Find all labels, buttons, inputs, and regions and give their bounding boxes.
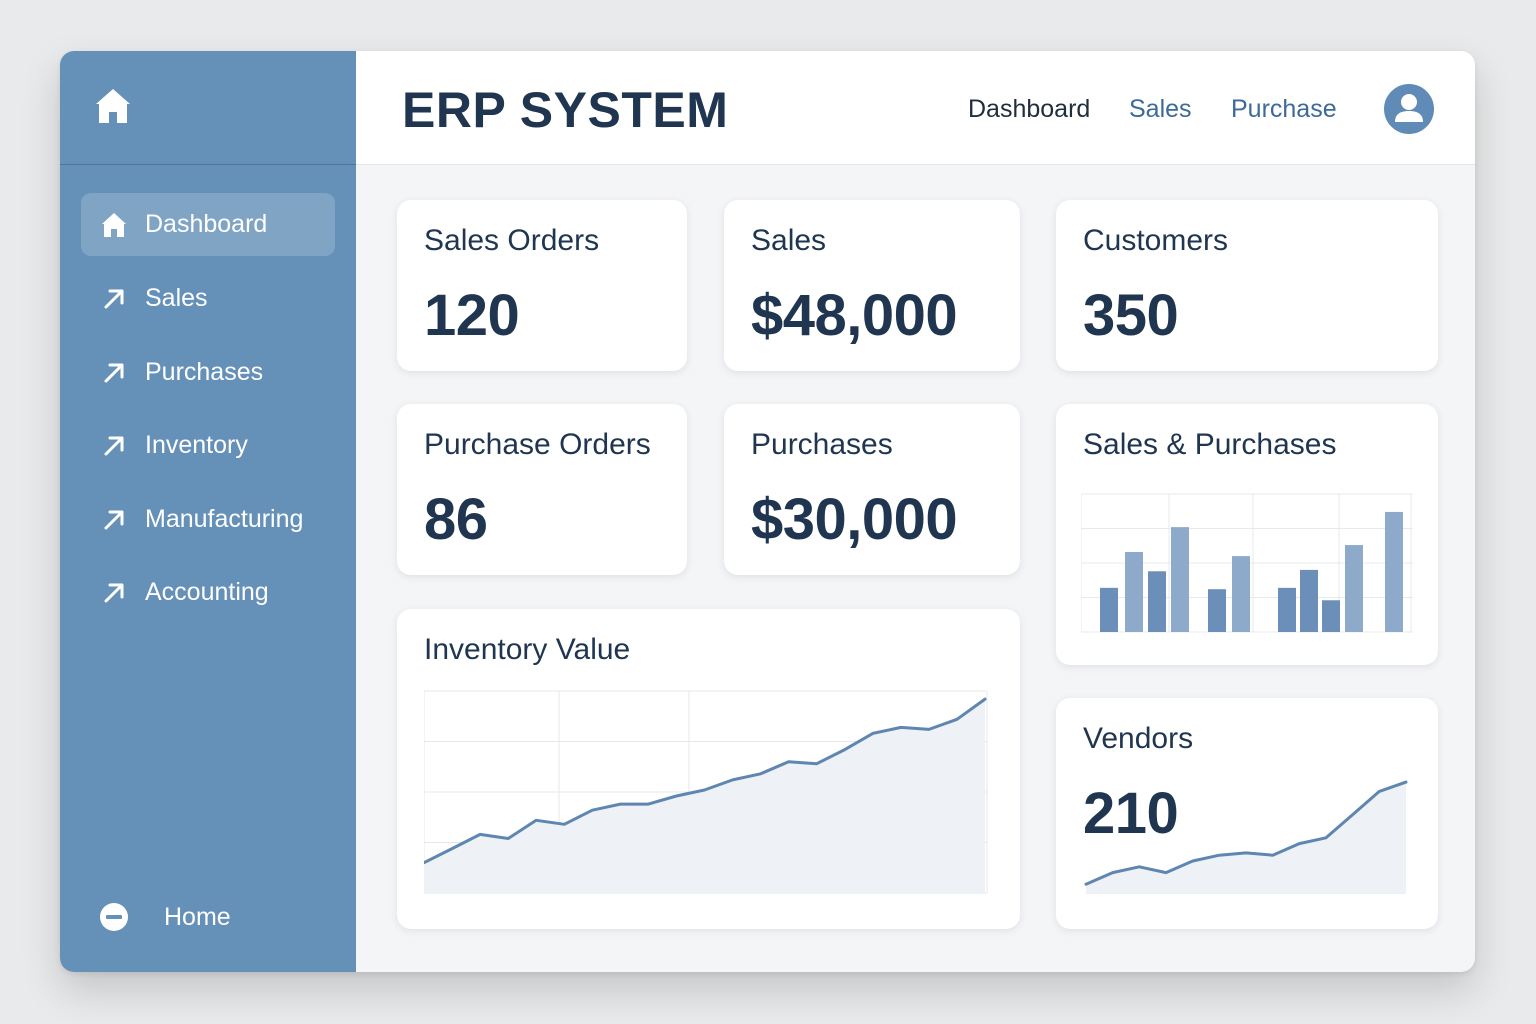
app-window: Dashboard Sales Purchases Inventory Manu — [60, 51, 1475, 972]
card-title: Sales Orders — [424, 224, 600, 257]
sidebar-item-label: Sales — [145, 284, 208, 312]
card-title: Purchase Orders — [424, 428, 651, 461]
minus-circle-icon — [100, 903, 128, 931]
card-purchase-orders[interactable]: Purchase Orders 86 — [397, 404, 687, 575]
sidebar-item-purchases[interactable]: Purchases — [81, 341, 335, 404]
card-value: 86 — [424, 487, 488, 552]
sidebar-item-sales[interactable]: Sales — [81, 267, 335, 330]
chart-bar — [1322, 600, 1340, 632]
sidebar-item-label: Home — [164, 902, 231, 931]
sidebar-item-inventory[interactable]: Inventory — [81, 414, 335, 477]
card-value: 350 — [1083, 283, 1179, 348]
chart-bar — [1171, 527, 1189, 632]
chart-title: Sales & Purchases — [1083, 428, 1337, 461]
sidebar-item-label: Manufacturing — [145, 505, 304, 533]
top-nav-dashboard[interactable]: Dashboard — [968, 95, 1091, 123]
card-value: $30,000 — [751, 487, 958, 552]
chart-title: Inventory Value — [424, 633, 631, 666]
vendors-sparkline — [1084, 780, 1408, 894]
series-line — [424, 697, 987, 865]
sidebar-item-label: Inventory — [145, 431, 248, 459]
chart-bar — [1232, 556, 1250, 632]
card-title: Sales — [751, 224, 827, 257]
chart-bar — [1278, 587, 1296, 632]
series-line — [1084, 780, 1408, 886]
chart-bar — [1345, 545, 1363, 632]
chart-bar — [1125, 551, 1143, 632]
user-avatar[interactable] — [1384, 84, 1434, 134]
area-fill — [1086, 782, 1406, 894]
app-title: ERP SYSTEM — [402, 82, 729, 138]
card-vendors[interactable]: Vendors 210 — [1056, 698, 1438, 929]
card-customers[interactable]: Customers 350 — [1056, 200, 1438, 371]
area-fill — [424, 699, 985, 893]
card-inventory-value[interactable]: Inventory Value — [397, 609, 1020, 929]
card-title: Vendors — [1083, 722, 1194, 755]
sidebar-item-dashboard[interactable]: Dashboard — [81, 193, 335, 256]
card-title: Purchases — [751, 428, 893, 461]
home-icon — [99, 210, 129, 240]
sidebar-item-label: Accounting — [145, 578, 269, 606]
inventory-value-line-chart — [424, 690, 988, 894]
sales-purchases-bar-chart — [1081, 493, 1413, 633]
sidebar-item-home[interactable]: Home — [98, 901, 231, 933]
chart-bar — [1300, 569, 1318, 632]
card-sales-purchases[interactable]: Sales & Purchases — [1056, 404, 1438, 665]
chart-bar — [1385, 511, 1403, 632]
arrow-up-right-icon — [99, 284, 129, 314]
card-value: $48,000 — [751, 283, 958, 348]
card-title: Customers — [1083, 224, 1229, 257]
arrow-up-right-icon — [99, 505, 129, 535]
card-purchases[interactable]: Purchases $30,000 — [724, 404, 1020, 575]
chart-bar — [1100, 587, 1118, 632]
chart-bar — [1148, 571, 1166, 632]
arrow-up-right-icon — [99, 358, 129, 388]
sidebar-item-manufacturing[interactable]: Manufacturing — [81, 488, 335, 551]
user-icon — [1395, 94, 1423, 122]
sidebar-header — [60, 51, 356, 165]
card-sales-orders[interactable]: Sales Orders 120 — [397, 200, 687, 371]
sidebar-item-label: Dashboard — [145, 210, 268, 238]
arrow-up-right-icon — [99, 431, 129, 461]
sidebar-item-label: Purchases — [145, 358, 264, 386]
home-icon[interactable] — [92, 85, 134, 127]
card-value: 120 — [424, 283, 520, 348]
top-nav-sales[interactable]: Sales — [1129, 95, 1192, 123]
card-value: 210 — [1083, 781, 1179, 846]
sidebar: Dashboard Sales Purchases Inventory Manu — [60, 51, 356, 972]
top-header: ERP SYSTEM Dashboard Sales Purchase — [356, 51, 1475, 165]
top-nav-purchase[interactable]: Purchase — [1231, 95, 1337, 123]
card-sales[interactable]: Sales $48,000 — [724, 200, 1020, 371]
sidebar-item-accounting[interactable]: Accounting — [81, 561, 335, 624]
chart-bar — [1208, 589, 1226, 632]
arrow-up-right-icon — [99, 578, 129, 608]
